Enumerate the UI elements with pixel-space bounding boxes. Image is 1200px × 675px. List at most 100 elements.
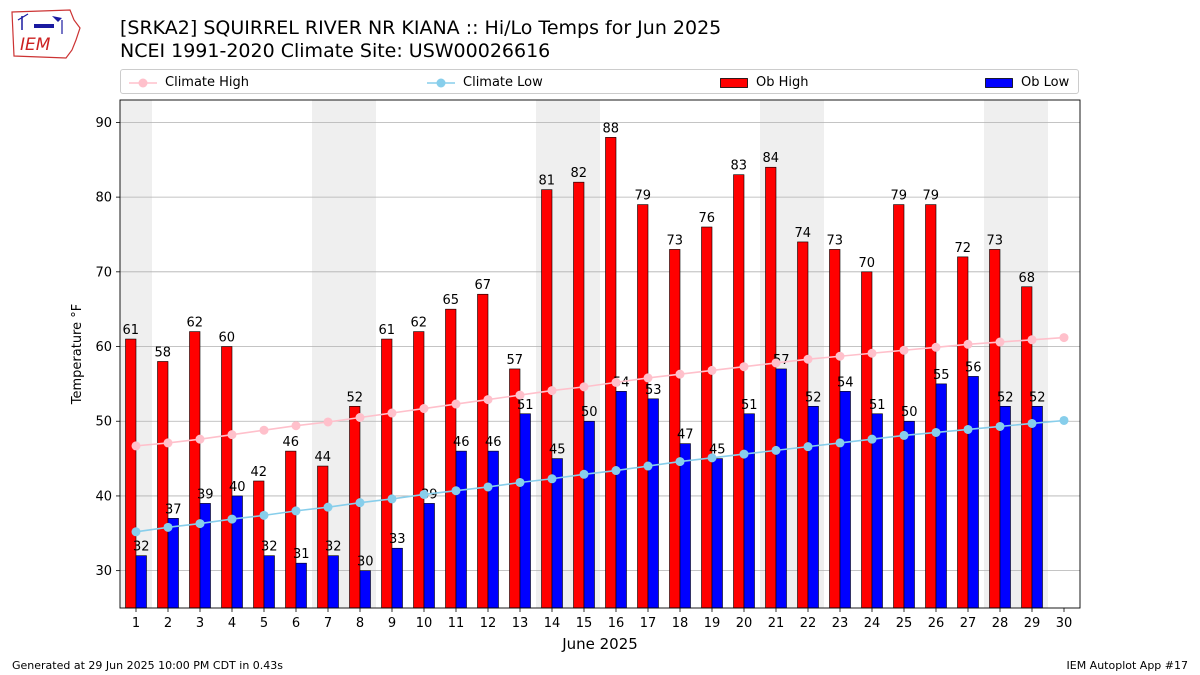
ob-high-value-label: 79 — [922, 189, 939, 204]
x-tick-label: 9 — [388, 616, 396, 631]
ob-high-value-label: 70 — [858, 256, 875, 271]
climate-high-point — [611, 377, 621, 387]
climate-high-point — [675, 369, 685, 379]
x-tick-label: 13 — [512, 616, 529, 631]
x-tick-label: 25 — [896, 616, 913, 631]
ob-low-bar — [839, 391, 851, 609]
ob-low-value-label: 54 — [837, 375, 854, 390]
ob-high-value-label: 81 — [538, 174, 555, 189]
climate-high-point — [323, 417, 333, 427]
climate-high-line — [135, 336, 1065, 447]
climate-high-point — [483, 395, 493, 405]
ob-high-bar — [317, 465, 329, 609]
ob-high-value-label: 88 — [602, 121, 619, 136]
app-note: IEM Autoplot App #17 — [1066, 659, 1189, 672]
x-tick-label: 28 — [992, 616, 1009, 631]
ob-low-bar — [359, 570, 371, 609]
legend-label: Ob Low — [1021, 75, 1070, 90]
ob-high-value-label: 84 — [762, 151, 779, 166]
legend-line-marker-icon — [427, 78, 455, 87]
climate-high-point — [643, 373, 653, 383]
x-tick-label: 22 — [800, 616, 817, 631]
ob-low-value-label: 46 — [485, 435, 502, 450]
ob-high-bar — [157, 361, 169, 609]
ob-high-bar — [797, 241, 809, 609]
climate-low-point — [483, 482, 493, 492]
x-tick-label: 11 — [448, 616, 465, 631]
climate-high-point — [579, 382, 589, 392]
y-axis-label: Temperature °F — [70, 304, 85, 405]
y-tick-label: 40 — [95, 489, 112, 504]
ob-low-value-label: 30 — [357, 555, 374, 570]
ob-high-value-label: 68 — [1018, 271, 1035, 286]
climate-low-point — [515, 477, 525, 487]
ob-high-bar — [701, 226, 713, 609]
climate-high-point — [963, 339, 973, 349]
ob-high-value-label: 67 — [474, 278, 491, 293]
ob-low-bar — [391, 547, 403, 609]
ob-low-bar — [647, 398, 659, 609]
y-tick-label: 80 — [95, 191, 112, 206]
ob-low-value-label: 51 — [741, 398, 758, 413]
ob-low-value-label: 32 — [261, 540, 278, 555]
climate-low-point — [547, 474, 557, 484]
x-tick-label: 23 — [832, 616, 849, 631]
ob-low-value-label: 52 — [805, 390, 822, 405]
legend-label: Climate Low — [463, 75, 543, 90]
ob-low-bar — [999, 405, 1011, 609]
climate-low-point — [611, 466, 621, 476]
ob-high-value-label: 74 — [794, 226, 811, 241]
y-tick-label: 30 — [95, 564, 112, 579]
ob-low-bar — [231, 495, 243, 609]
legend-bar-swatch-icon — [720, 77, 748, 88]
generated-note: Generated at 29 Jun 2025 10:00 PM CDT in… — [12, 659, 284, 672]
ob-low-bar — [935, 383, 947, 609]
ob-low-bar — [263, 555, 275, 609]
legend-item-ob-low: Ob Low — [985, 70, 1069, 95]
climate-high-point — [547, 386, 557, 396]
ob-high-bar — [477, 293, 489, 609]
ob-high-value-label: 61 — [122, 323, 139, 338]
climate-high-point — [387, 408, 397, 418]
climate-high-point — [451, 399, 461, 409]
y-tick-label: 60 — [95, 340, 112, 355]
iem-logo: IEM — [11, 9, 81, 59]
ob-high-value-label: 65 — [442, 293, 459, 308]
chart-subtitle: NCEI 1991-2020 Climate Site: USW00026616 — [120, 40, 551, 62]
ob-low-value-label: 47 — [677, 428, 694, 443]
climate-low-point — [163, 522, 173, 532]
climate-low-point — [451, 486, 461, 496]
climate-high-point — [1027, 335, 1037, 345]
ob-high-bar — [605, 137, 617, 609]
ob-high-value-label: 61 — [378, 323, 395, 338]
ob-low-bar — [295, 562, 307, 609]
plot-frame — [119, 99, 1081, 609]
climate-high-point — [771, 358, 781, 368]
ob-high-value-label: 52 — [346, 390, 363, 405]
ob-low-bar — [1031, 405, 1043, 609]
y-tick-label: 50 — [95, 415, 112, 430]
climate-high-point — [867, 348, 877, 358]
x-tick-label: 6 — [292, 616, 300, 631]
x-tick-label: 18 — [672, 616, 689, 631]
ob-high-value-label: 44 — [314, 450, 331, 465]
ob-high-value-label: 62 — [410, 316, 427, 331]
climate-low-point — [259, 510, 269, 520]
ob-low-value-label: 51 — [517, 398, 534, 413]
climate-low-point — [291, 506, 301, 516]
ob-low-value-label: 55 — [933, 368, 950, 383]
ob-low-value-label: 33 — [389, 532, 406, 547]
ob-low-value-label: 40 — [229, 480, 246, 495]
ob-high-bar — [381, 338, 393, 609]
climate-low-point — [579, 469, 589, 479]
climate-low-point — [963, 424, 973, 434]
ob-high-value-label: 76 — [698, 211, 715, 226]
x-tick-label: 27 — [960, 616, 977, 631]
ob-high-bar — [125, 338, 137, 609]
legend-bar-swatch-icon — [985, 77, 1013, 88]
ob-high-bar — [765, 166, 777, 609]
ob-high-bar — [445, 308, 457, 609]
ob-high-bar — [413, 331, 425, 609]
climate-low-point — [1027, 418, 1037, 428]
